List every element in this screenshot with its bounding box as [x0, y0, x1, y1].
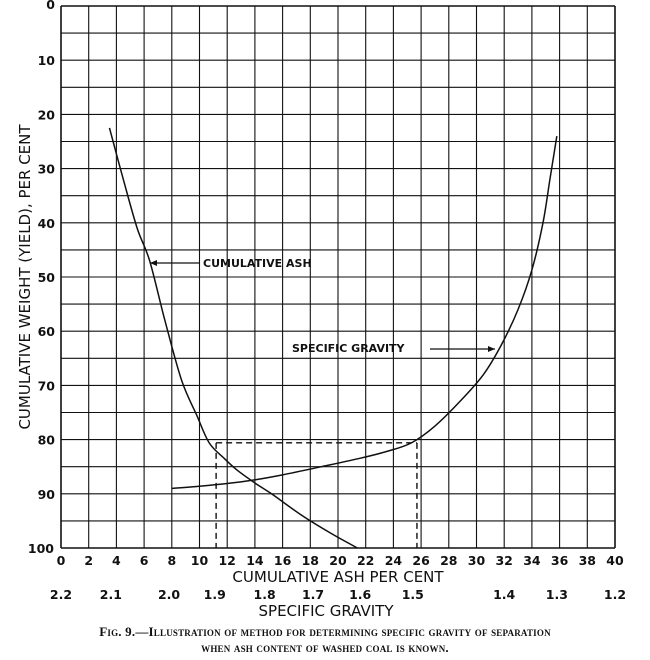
annotation-cumulative-ash: CUMULATIVE ASH: [150, 257, 312, 270]
x-tick-label: 2: [84, 553, 93, 568]
y-tick-label: 40: [38, 216, 56, 231]
y-tick-label: 100: [28, 541, 54, 556]
x2-tick-label: 1.3: [546, 587, 568, 602]
x-tick-label: 38: [579, 553, 596, 568]
x-tick-label: 16: [274, 553, 292, 568]
figure-caption-line-2: when ash content of washed coal is known…: [201, 640, 449, 655]
x2-tick-label: 1.8: [254, 587, 276, 602]
x-tick-label: 18: [302, 553, 319, 568]
x-tick-label: 32: [495, 553, 512, 568]
x2-axis-label: SPECIFIC GRAVITY: [259, 602, 395, 620]
series-cumulative-ash: [108, 127, 358, 549]
x-tick-label: 8: [167, 553, 176, 568]
annotation-specific-gravity: SPECIFIC GRAVITY: [292, 342, 495, 355]
grid: [60, 5, 616, 549]
x2-tick-label: 2.1: [100, 587, 122, 602]
y-tick-label: 90: [38, 487, 56, 502]
x-tick-label: 6: [140, 553, 149, 568]
x-tick-label: 14: [246, 553, 264, 568]
svg-text:SPECIFIC GRAVITY: SPECIFIC GRAVITY: [292, 342, 406, 355]
x-tick-label: 20: [329, 553, 347, 568]
x-tick-label: 28: [440, 553, 457, 568]
x2-tick-label: 2.0: [158, 587, 180, 602]
x-tick-label: 0: [57, 553, 66, 568]
arrow-head-right: [488, 346, 495, 352]
x-axis-label: CUMULATIVE ASH PER CENT: [232, 568, 444, 586]
arrow-head-left: [150, 260, 157, 266]
y-tick-label: 70: [38, 378, 56, 393]
x-tick-label: 22: [357, 553, 374, 568]
x-tick-label: 10: [191, 553, 209, 568]
x2-tick-label: 2.2: [50, 587, 72, 602]
x-tick-label: 40: [606, 553, 624, 568]
y-tick-label: 60: [38, 324, 56, 339]
y-tick-label: 30: [38, 162, 56, 177]
y-tick-label: 50: [38, 270, 56, 285]
y-tick-label: 0: [46, 0, 55, 12]
y-axis-label: CUMULATIVE WEIGHT (YIELD), PER CENT: [16, 124, 34, 430]
x-tick-label: 26: [412, 553, 430, 568]
curves: [108, 127, 558, 549]
x-tick-label: 30: [468, 553, 486, 568]
x-tick-label: 36: [551, 553, 569, 568]
x2-tick-label: 1.5: [402, 587, 424, 602]
x2-tick-label: 1.6: [349, 587, 371, 602]
x2-tick-label: 1.7: [302, 587, 324, 602]
series-specific-gravity: [171, 135, 558, 490]
x2-tick-label: 1.4: [493, 587, 515, 602]
svg-text:CUMULATIVE ASH: CUMULATIVE ASH: [203, 257, 312, 270]
x-tick-label: 12: [218, 553, 235, 568]
x-tick-label: 24: [385, 553, 403, 568]
x2-tick-label: 1.9: [204, 587, 226, 602]
x-tick-label: 34: [523, 553, 541, 568]
y-tick-label: 20: [38, 107, 56, 122]
y-tick-label: 10: [38, 53, 56, 68]
x2-tick-label: 1.2: [604, 587, 626, 602]
x-tick-label: 4: [112, 553, 121, 568]
figure-caption-line-1: Fig. 9.—Illustration of method for deter…: [99, 624, 551, 639]
y-tick-label: 80: [38, 433, 56, 448]
tick-labels: 0 2 4 6 8 10 12 14 16 18 20 22 24 26 28 30 32 34 36 38 40010…: [28, 0, 626, 602]
